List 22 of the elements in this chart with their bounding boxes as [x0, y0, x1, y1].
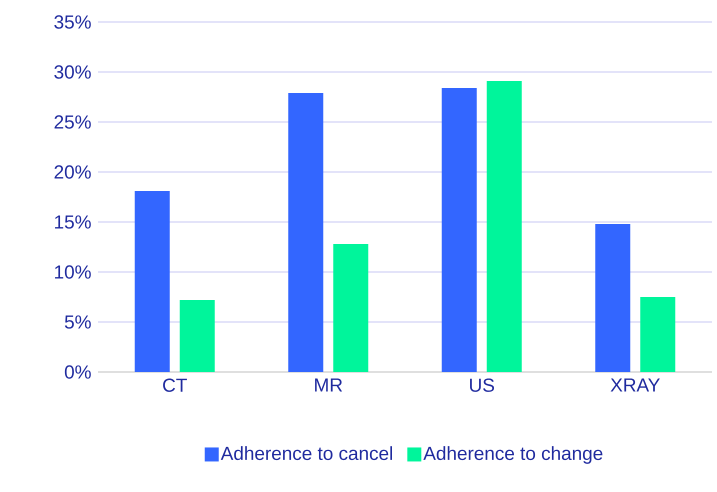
y-tick-label: 25% — [54, 115, 91, 129]
legend-label: Adherence to cancel — [220, 446, 392, 460]
y-tick-label: 15% — [55, 215, 91, 229]
y-tick-label: 0% — [64, 365, 91, 379]
y-tick-label: 35% — [54, 15, 91, 29]
bar — [442, 88, 477, 372]
bar — [640, 297, 676, 372]
x-tick-label: CT — [163, 378, 187, 392]
bar — [180, 300, 215, 372]
bar — [333, 244, 368, 372]
bar — [134, 191, 170, 372]
x-tick-label: XRAY — [610, 378, 660, 392]
y-tick-label: 10% — [55, 265, 91, 279]
bar — [595, 224, 630, 372]
bar — [288, 93, 324, 372]
x-tick-label: US — [470, 378, 494, 392]
y-tick-label: 20% — [54, 165, 91, 179]
legend-label: Adherence to change — [423, 446, 602, 464]
x-tick-label: MR — [315, 378, 342, 392]
y-tick-label: 5% — [64, 315, 91, 329]
y-tick-label: 30% — [54, 65, 91, 79]
bar — [486, 81, 522, 372]
